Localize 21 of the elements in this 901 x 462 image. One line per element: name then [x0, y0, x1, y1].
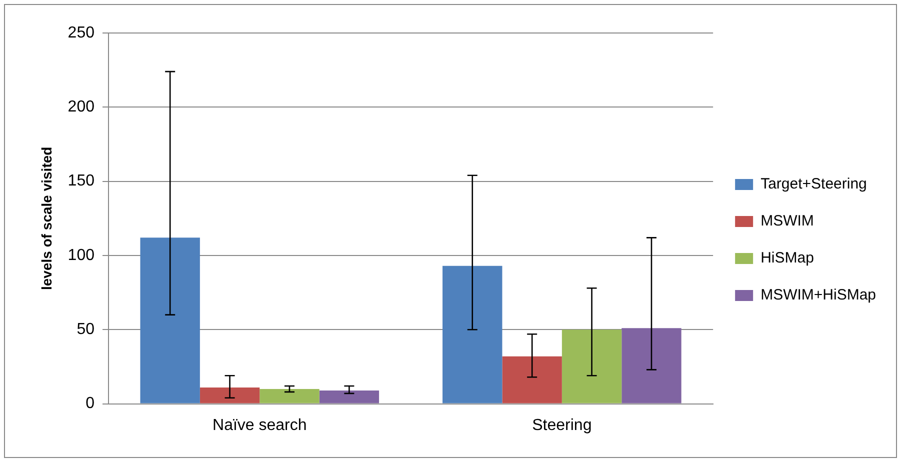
bar — [319, 390, 380, 404]
x-tick-label: Naïve search — [212, 416, 307, 434]
bar — [562, 330, 622, 404]
bar — [140, 238, 200, 404]
y-tick-label: 250 — [68, 24, 95, 42]
x-tick-label: Steering — [532, 416, 592, 434]
legend-label: MSWIM+HiSMap — [760, 286, 876, 304]
bar — [502, 356, 562, 404]
y-tick-label: 150 — [68, 172, 95, 190]
bar — [200, 387, 260, 404]
y-axis-title: levels of scale visited — [38, 146, 54, 290]
bar — [442, 266, 502, 404]
legend-label: MSWIM — [760, 212, 814, 230]
bar — [260, 388, 320, 404]
y-tick-label: 200 — [68, 98, 95, 116]
legend-label: Target+Steering — [760, 176, 867, 193]
y-tick-label: 50 — [76, 321, 95, 338]
y-tick-label: 0 — [86, 395, 95, 412]
bar — [622, 328, 682, 404]
y-tick-label: 100 — [68, 246, 95, 264]
legend-label: HiSMap — [760, 250, 814, 267]
